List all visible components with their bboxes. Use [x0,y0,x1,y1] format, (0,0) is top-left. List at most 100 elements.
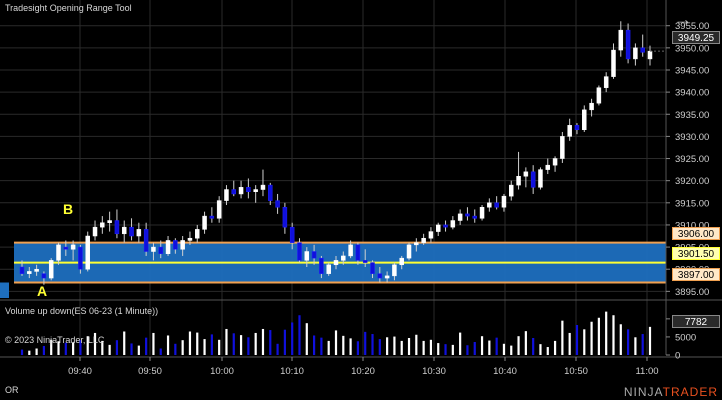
candle-body [362,260,368,263]
last-price-tag: 3949.25 [672,31,720,44]
candle-body [516,175,521,186]
candle-body [472,215,477,219]
candle-body [633,47,638,60]
time-tick-label: 10:50 [564,366,588,377]
candle-body [377,273,383,279]
time-tick-label: 09:40 [68,366,92,377]
candle-body [428,231,434,239]
status-label: OR [5,385,19,395]
candle-body [48,260,54,279]
candle-body [465,213,470,217]
candle-body [107,220,112,223]
candle-body [151,246,156,252]
candle-body [143,229,149,252]
candle-body [304,251,310,261]
candle-body [195,229,200,239]
candle-body [457,213,463,221]
volume-current-tag: 7782 [672,315,720,328]
candle-body [530,171,536,188]
candle-body [114,220,120,235]
candle-body [625,29,631,60]
price-tick-label: 3925.00 [675,154,709,165]
candle-body [479,206,485,219]
candle-body [384,275,390,279]
time-tick-label: 11:00 [635,366,658,377]
scroll-right-arrow-icon[interactable]: → [674,9,692,29]
candle-body [92,226,98,237]
price-tick-label: 3920.00 [675,176,709,187]
candle-body [187,237,193,241]
opening-range-left-block [0,282,9,298]
marker-b: B [63,201,74,217]
candle-body [341,255,346,261]
candle-body [56,244,61,261]
volume-panel-title: Volume up down(ES 06-23 (1 Minute)) [5,306,159,316]
candle-body [567,125,572,137]
time-tick-label: 10:30 [422,366,446,377]
candle-body [275,200,280,208]
candle-body [596,87,602,104]
candle-body [246,187,251,192]
candle-body [260,184,266,190]
candle-body [63,246,69,250]
candle-body [34,268,39,272]
candle-body [85,235,90,270]
candle-body [494,202,499,208]
candle-body [523,171,529,177]
price-tick-label: 3910.00 [675,220,709,231]
candle-body [399,257,404,266]
price-tick-label: 3930.00 [675,132,709,143]
marker-a: A [37,283,48,299]
candle-body [560,136,565,159]
candle-body [209,215,215,219]
candle-body [450,220,456,228]
candle-body [538,169,543,188]
candle-body [253,189,258,192]
time-tick-label: 10:40 [493,366,517,377]
price-tick-label: 3955.00 [675,21,709,32]
candle-body [165,240,171,254]
candle-body [224,189,229,201]
candle-body [202,215,207,230]
candle-body [289,226,295,243]
volume-tick-label: 5000 [675,332,696,343]
candle-body [282,206,288,228]
candle-body [406,244,412,259]
candle-body [180,240,185,250]
window-title: Tradesight Opening Range Tool [5,3,132,13]
candle-body [574,125,580,131]
candle-body [158,246,163,254]
candle-body [392,264,397,277]
price-tick-label: 3950.00 [675,43,709,54]
candle-body [370,262,375,274]
candle-body [231,189,237,195]
candle-body [333,260,339,266]
candle-body [297,242,302,261]
candle-body [129,226,134,237]
or-low-tag: 3897.00 [672,268,720,281]
candle-body [582,109,587,131]
or-high-tag: 3906.00 [672,227,720,240]
price-tick-label: 3935.00 [675,110,709,121]
candle-body [443,224,448,228]
candle-body [421,237,426,243]
candle-body [552,158,558,166]
candle-body [121,226,127,235]
candle-body [216,200,222,219]
copyright-label: © 2023 NinjaTrader, LLC [5,335,105,345]
candle-body [487,202,492,208]
candle-body [618,29,624,51]
time-tick-label: 09:50 [138,366,162,377]
candle-body [647,50,653,60]
time-tick-label: 10:10 [280,366,304,377]
candle-body [41,273,47,279]
candle-body [319,257,324,274]
candle-body [589,102,594,111]
ninjatrader-logo: NINJATRADER [623,385,718,399]
candle-body [348,244,353,257]
time-tick-label: 10:00 [210,366,234,377]
candle-body [435,224,441,232]
candle-body [70,244,76,250]
price-tick-label: 3915.00 [675,198,709,209]
